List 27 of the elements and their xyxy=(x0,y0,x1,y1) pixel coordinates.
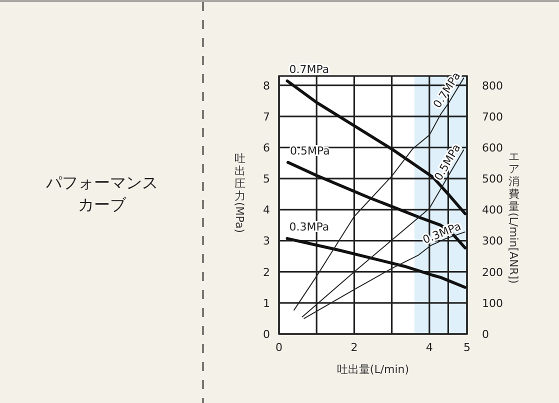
y-tick-label: 2 xyxy=(263,266,270,279)
series-label: 0.7MPa xyxy=(289,62,330,76)
y-tick-label: 5 xyxy=(263,172,270,186)
y-tick-label: 6 xyxy=(263,141,270,154)
y2-tick-label: 100 xyxy=(482,296,503,310)
y2-tick-label: 600 xyxy=(482,141,503,154)
x-tick-label: 0 xyxy=(276,341,282,354)
y-tick-label: 4 xyxy=(263,204,270,217)
x-tick-label: 4 xyxy=(426,341,433,354)
y-tick-label: 7 xyxy=(263,110,270,124)
y-tick-label: 3 xyxy=(263,234,270,248)
y-axis-title: 吐出圧力(MPa) xyxy=(233,152,246,233)
x-tick-label: 5 xyxy=(464,341,470,354)
y-tick-label: 8 xyxy=(263,79,270,92)
y2-tick-label: 700 xyxy=(482,110,503,124)
y2-tick-label: 800 xyxy=(482,79,503,92)
y2-tick-label: 200 xyxy=(482,266,503,279)
x-tick-label: 2 xyxy=(350,341,358,354)
y2-tick-label: 300 xyxy=(482,234,503,248)
y-tick-label: 0 xyxy=(263,328,270,341)
y2-tick-label: 400 xyxy=(482,204,503,217)
text: パフォーマンスカーブ xyxy=(45,172,159,216)
y2-axis-title: エア消費量(L/min[ANR]) xyxy=(507,150,520,284)
y-tick-label: 1 xyxy=(263,296,270,310)
y2-tick-label: 500 xyxy=(482,172,503,186)
x-axis-title: 吐出量(L/min) xyxy=(336,363,410,376)
y2-tick-label: 0 xyxy=(482,328,489,341)
